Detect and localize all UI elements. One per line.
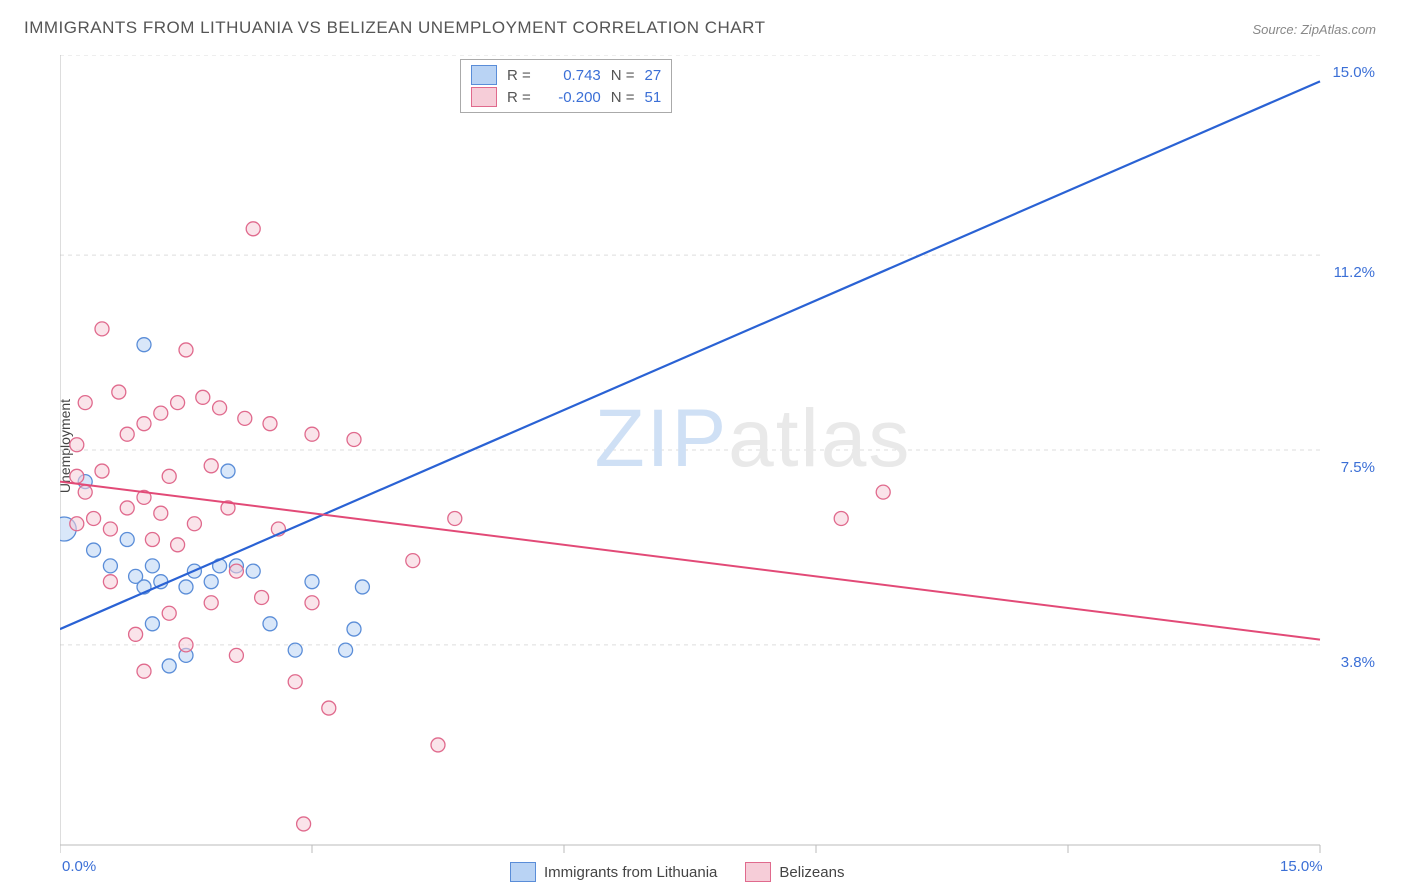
- x-axis-min-label: 0.0%: [62, 858, 96, 875]
- svg-text:3.8%: 3.8%: [1341, 654, 1375, 671]
- legend-swatch: [745, 862, 771, 882]
- series-legend: Immigrants from Lithuania Belizeans: [510, 862, 844, 882]
- correlation-stats-box: R =0.743N =27R =-0.200N =51: [460, 59, 672, 113]
- x-axis-max-label: 15.0%: [1280, 858, 1323, 875]
- chart-title: IMMIGRANTS FROM LITHUANIA VS BELIZEAN UN…: [24, 18, 765, 38]
- legend-item: Belizeans: [745, 862, 844, 882]
- scatter-plot: 3.8% 7.5% 11.2% 15.0% ZIPatlas: [60, 55, 1400, 855]
- svg-text:7.5%: 7.5%: [1341, 459, 1375, 476]
- legend-item: Immigrants from Lithuania: [510, 862, 717, 882]
- series-swatch: [471, 87, 497, 107]
- stats-row: R =0.743N =27: [465, 64, 667, 86]
- legend-swatch: [510, 862, 536, 882]
- svg-text:15.0%: 15.0%: [1332, 64, 1375, 81]
- svg-text:ZIPatlas: ZIPatlas: [595, 393, 912, 484]
- source-attribution: Source: ZipAtlas.com: [1252, 22, 1376, 37]
- series-swatch: [471, 65, 497, 85]
- stats-row: R =-0.200N =51: [465, 86, 667, 108]
- svg-text:11.2%: 11.2%: [1334, 264, 1375, 281]
